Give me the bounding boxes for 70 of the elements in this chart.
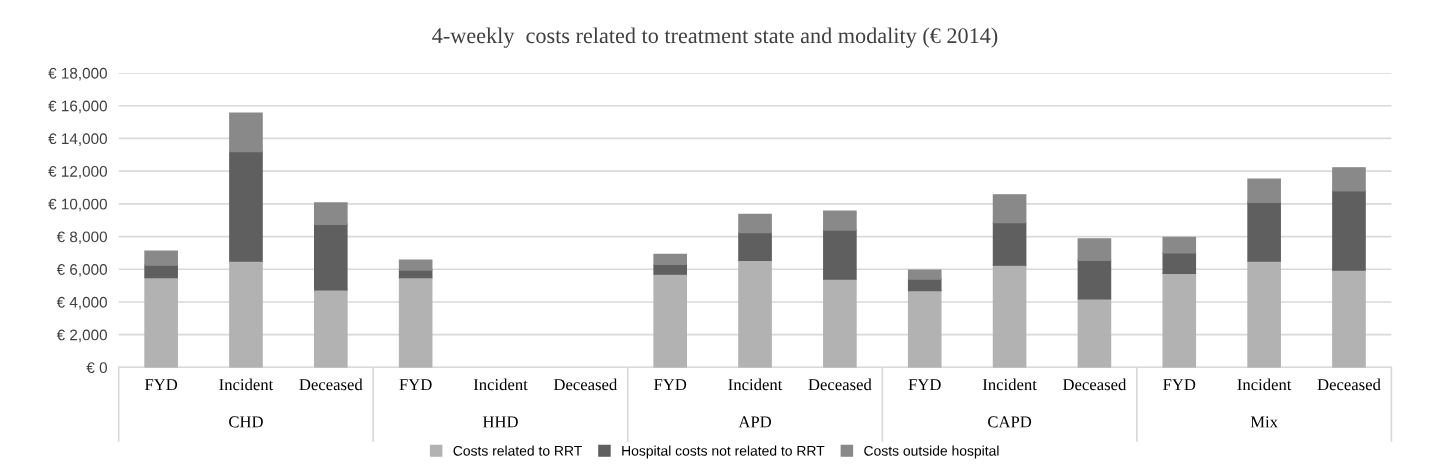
bar bbox=[229, 112, 263, 153]
bar bbox=[823, 210, 857, 231]
y-tick-label: € 12,000 bbox=[48, 166, 107, 179]
bar bbox=[738, 213, 772, 234]
x-tick-label: Deceased bbox=[553, 378, 618, 391]
y-tick-label: € 10,000 bbox=[48, 198, 107, 212]
x-tick-label: Incident bbox=[473, 378, 528, 391]
x-tick-label: FYD bbox=[399, 379, 432, 391]
bar bbox=[398, 276, 433, 368]
bar bbox=[653, 273, 688, 368]
bar bbox=[313, 223, 348, 291]
x-tick-label: FYD bbox=[654, 379, 687, 391]
bar bbox=[992, 221, 1027, 266]
text: Mix bbox=[1250, 416, 1278, 428]
bar bbox=[1162, 252, 1197, 275]
legend-label: Hospital costs not related to RRT bbox=[622, 445, 825, 459]
bar bbox=[992, 264, 1027, 368]
x-tick-label: FYD bbox=[144, 379, 178, 391]
x-tick-label: Deceased bbox=[1317, 378, 1381, 391]
bar bbox=[144, 250, 178, 266]
bar bbox=[738, 231, 772, 261]
x-tick-label: Deceased bbox=[299, 378, 363, 391]
bar bbox=[823, 278, 857, 368]
y-tick-label: € 14,000 bbox=[48, 133, 107, 146]
y-tick-label: € 6,000 bbox=[56, 264, 107, 277]
y-tick-label: € 16,000 bbox=[48, 100, 107, 114]
text: APD bbox=[738, 416, 772, 428]
bar bbox=[1332, 269, 1366, 368]
bar bbox=[1247, 260, 1281, 368]
bar bbox=[907, 269, 942, 280]
bar bbox=[1077, 259, 1112, 300]
bar bbox=[144, 276, 178, 368]
bar bbox=[229, 260, 263, 368]
bar bbox=[823, 229, 857, 280]
bar bbox=[1077, 238, 1112, 261]
text: CHD bbox=[229, 416, 263, 428]
x-tick-label: Incident bbox=[219, 378, 274, 391]
text: CAPD bbox=[988, 416, 1032, 428]
y-tick-label: € 2,000 bbox=[56, 329, 107, 343]
bar bbox=[907, 289, 942, 368]
legend-label: Costs outside hospital bbox=[864, 445, 999, 459]
x-tick-label: Incident bbox=[728, 378, 783, 391]
bar bbox=[1332, 190, 1366, 271]
bar bbox=[1162, 272, 1197, 368]
x-tick-label: Incident bbox=[982, 378, 1037, 391]
x-tick-label: Incident bbox=[1237, 378, 1292, 391]
bar bbox=[992, 194, 1027, 224]
bar bbox=[1247, 201, 1281, 262]
bar bbox=[1162, 236, 1197, 254]
y-tick-label: € 0 bbox=[86, 362, 107, 374]
y-tick-label: € 4,000 bbox=[56, 296, 107, 310]
text: HHD bbox=[482, 416, 518, 428]
y-tick-label: € 18,000 bbox=[48, 67, 107, 81]
x-tick-label: FYD bbox=[1163, 379, 1196, 391]
bar bbox=[653, 253, 688, 266]
bar bbox=[398, 259, 433, 271]
bar bbox=[313, 289, 348, 368]
bar bbox=[1077, 297, 1112, 368]
bar bbox=[653, 263, 688, 275]
bar bbox=[738, 259, 772, 368]
y-tick-label: € 8,000 bbox=[56, 231, 107, 245]
x-tick-label: Deceased bbox=[1062, 378, 1127, 391]
bar bbox=[1247, 178, 1281, 203]
legend-label: Costs related to RRT bbox=[453, 445, 582, 456]
bar bbox=[229, 150, 263, 262]
bar bbox=[1332, 167, 1366, 192]
x-tick-label: Deceased bbox=[808, 378, 872, 391]
bar bbox=[313, 202, 348, 225]
x-tick-label: FYD bbox=[908, 379, 941, 391]
chart-title: 4-weekly costs related to treatment state and modality (€ 2014) bbox=[432, 27, 998, 48]
